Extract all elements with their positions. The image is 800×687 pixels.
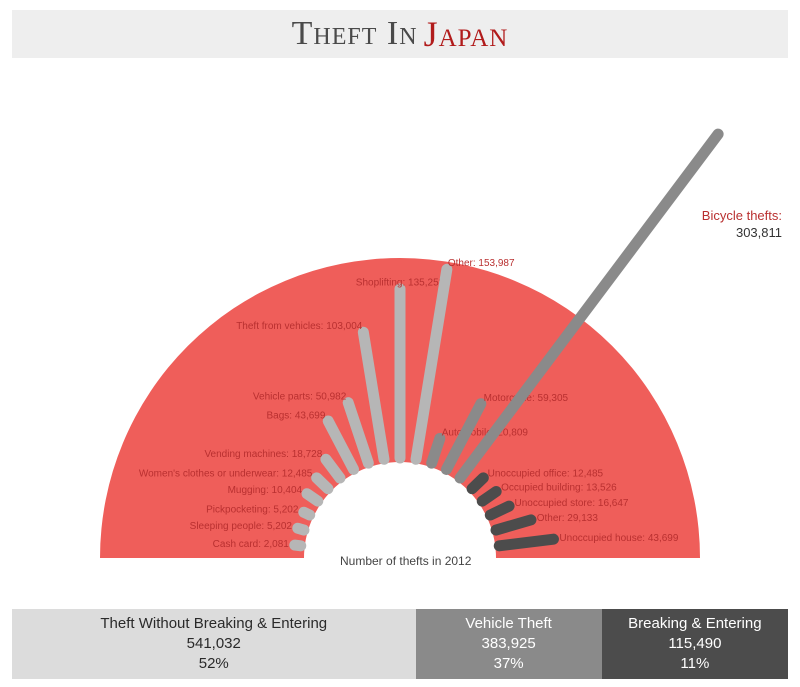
bar-label: Other: 153,987 [448, 258, 515, 269]
footer-col-2: Breaking & Entering 115,490 11% [602, 609, 788, 679]
footer-col-total: 383,925 [482, 634, 536, 654]
footer-col-pct: 52% [199, 654, 229, 674]
footer-col-title: Breaking & Entering [628, 614, 761, 634]
callout-label: Bicycle thefts: [702, 208, 782, 225]
footer-col-title: Theft Without Breaking & Entering [100, 614, 327, 634]
bar-label: Sleeping people: 5,202 [190, 521, 293, 532]
title-bar: Theft In Japan [12, 10, 788, 58]
footer-col-1: Vehicle Theft 383,925 37% [416, 609, 602, 679]
callout-value: 303,811 [702, 225, 782, 242]
center-label: Number of thefts in 2012 [340, 554, 471, 568]
bar-label: Unoccupied store: 16,647 [515, 498, 629, 509]
bar-label: Theft from vehicles: 103,004 [236, 321, 363, 332]
footer-col-total: 541,032 [187, 634, 241, 654]
bar-label: Other: 29,133 [537, 513, 599, 524]
bar-label: Vehicle parts: 50,982 [253, 392, 347, 403]
footer: Theft Without Breaking & Entering 541,03… [12, 609, 788, 679]
footer-col-title: Vehicle Theft [465, 614, 551, 634]
radial-chart: Cash card: 2,081 Sleeping people: 5,202 Pi… [0, 58, 800, 618]
title-accent: Japan [424, 13, 509, 55]
bar-label: Unoccupied office: 12,485 [488, 468, 604, 479]
bar-be-18 [499, 539, 553, 546]
bar-label: Unoccupied house: 43,699 [559, 533, 678, 544]
bar-label: Women's clothes or underwear: 12,485 [139, 468, 313, 479]
bar-vehicle-11 [432, 438, 440, 463]
bar-label: Cash card: 2,081 [213, 539, 290, 550]
bar-non_be-3 [307, 494, 318, 501]
footer-col-pct: 11% [680, 654, 709, 674]
footer-col-total: 115,490 [668, 634, 721, 654]
bar-non_be-0 [295, 545, 301, 546]
bar-label: Mugging: 10,404 [228, 485, 303, 496]
bar-label: Pickpocketing: 5,202 [206, 504, 299, 515]
bar-label: Vending machines: 18,728 [204, 449, 322, 460]
bar-label: Bags: 43,699 [266, 410, 325, 421]
footer-col-0: Theft Without Breaking & Entering 541,03… [12, 609, 416, 679]
bar-be-14 [472, 478, 483, 489]
bar-label: Shoplifting: 135,258 [356, 278, 445, 289]
bar-non_be-4 [317, 478, 328, 489]
bar-non_be-2 [304, 512, 310, 515]
chart-svg: Cash card: 2,081 Sleeping people: 5,202 Pi… [0, 58, 800, 618]
bicycle-callout: Bicycle thefts: 303,811 [702, 208, 782, 242]
footer-col-pct: 37% [494, 654, 524, 674]
title-prefix: Theft In [292, 15, 418, 53]
bar-non_be-1 [298, 528, 304, 530]
bar-label: Occupied building: 13,526 [501, 483, 617, 494]
